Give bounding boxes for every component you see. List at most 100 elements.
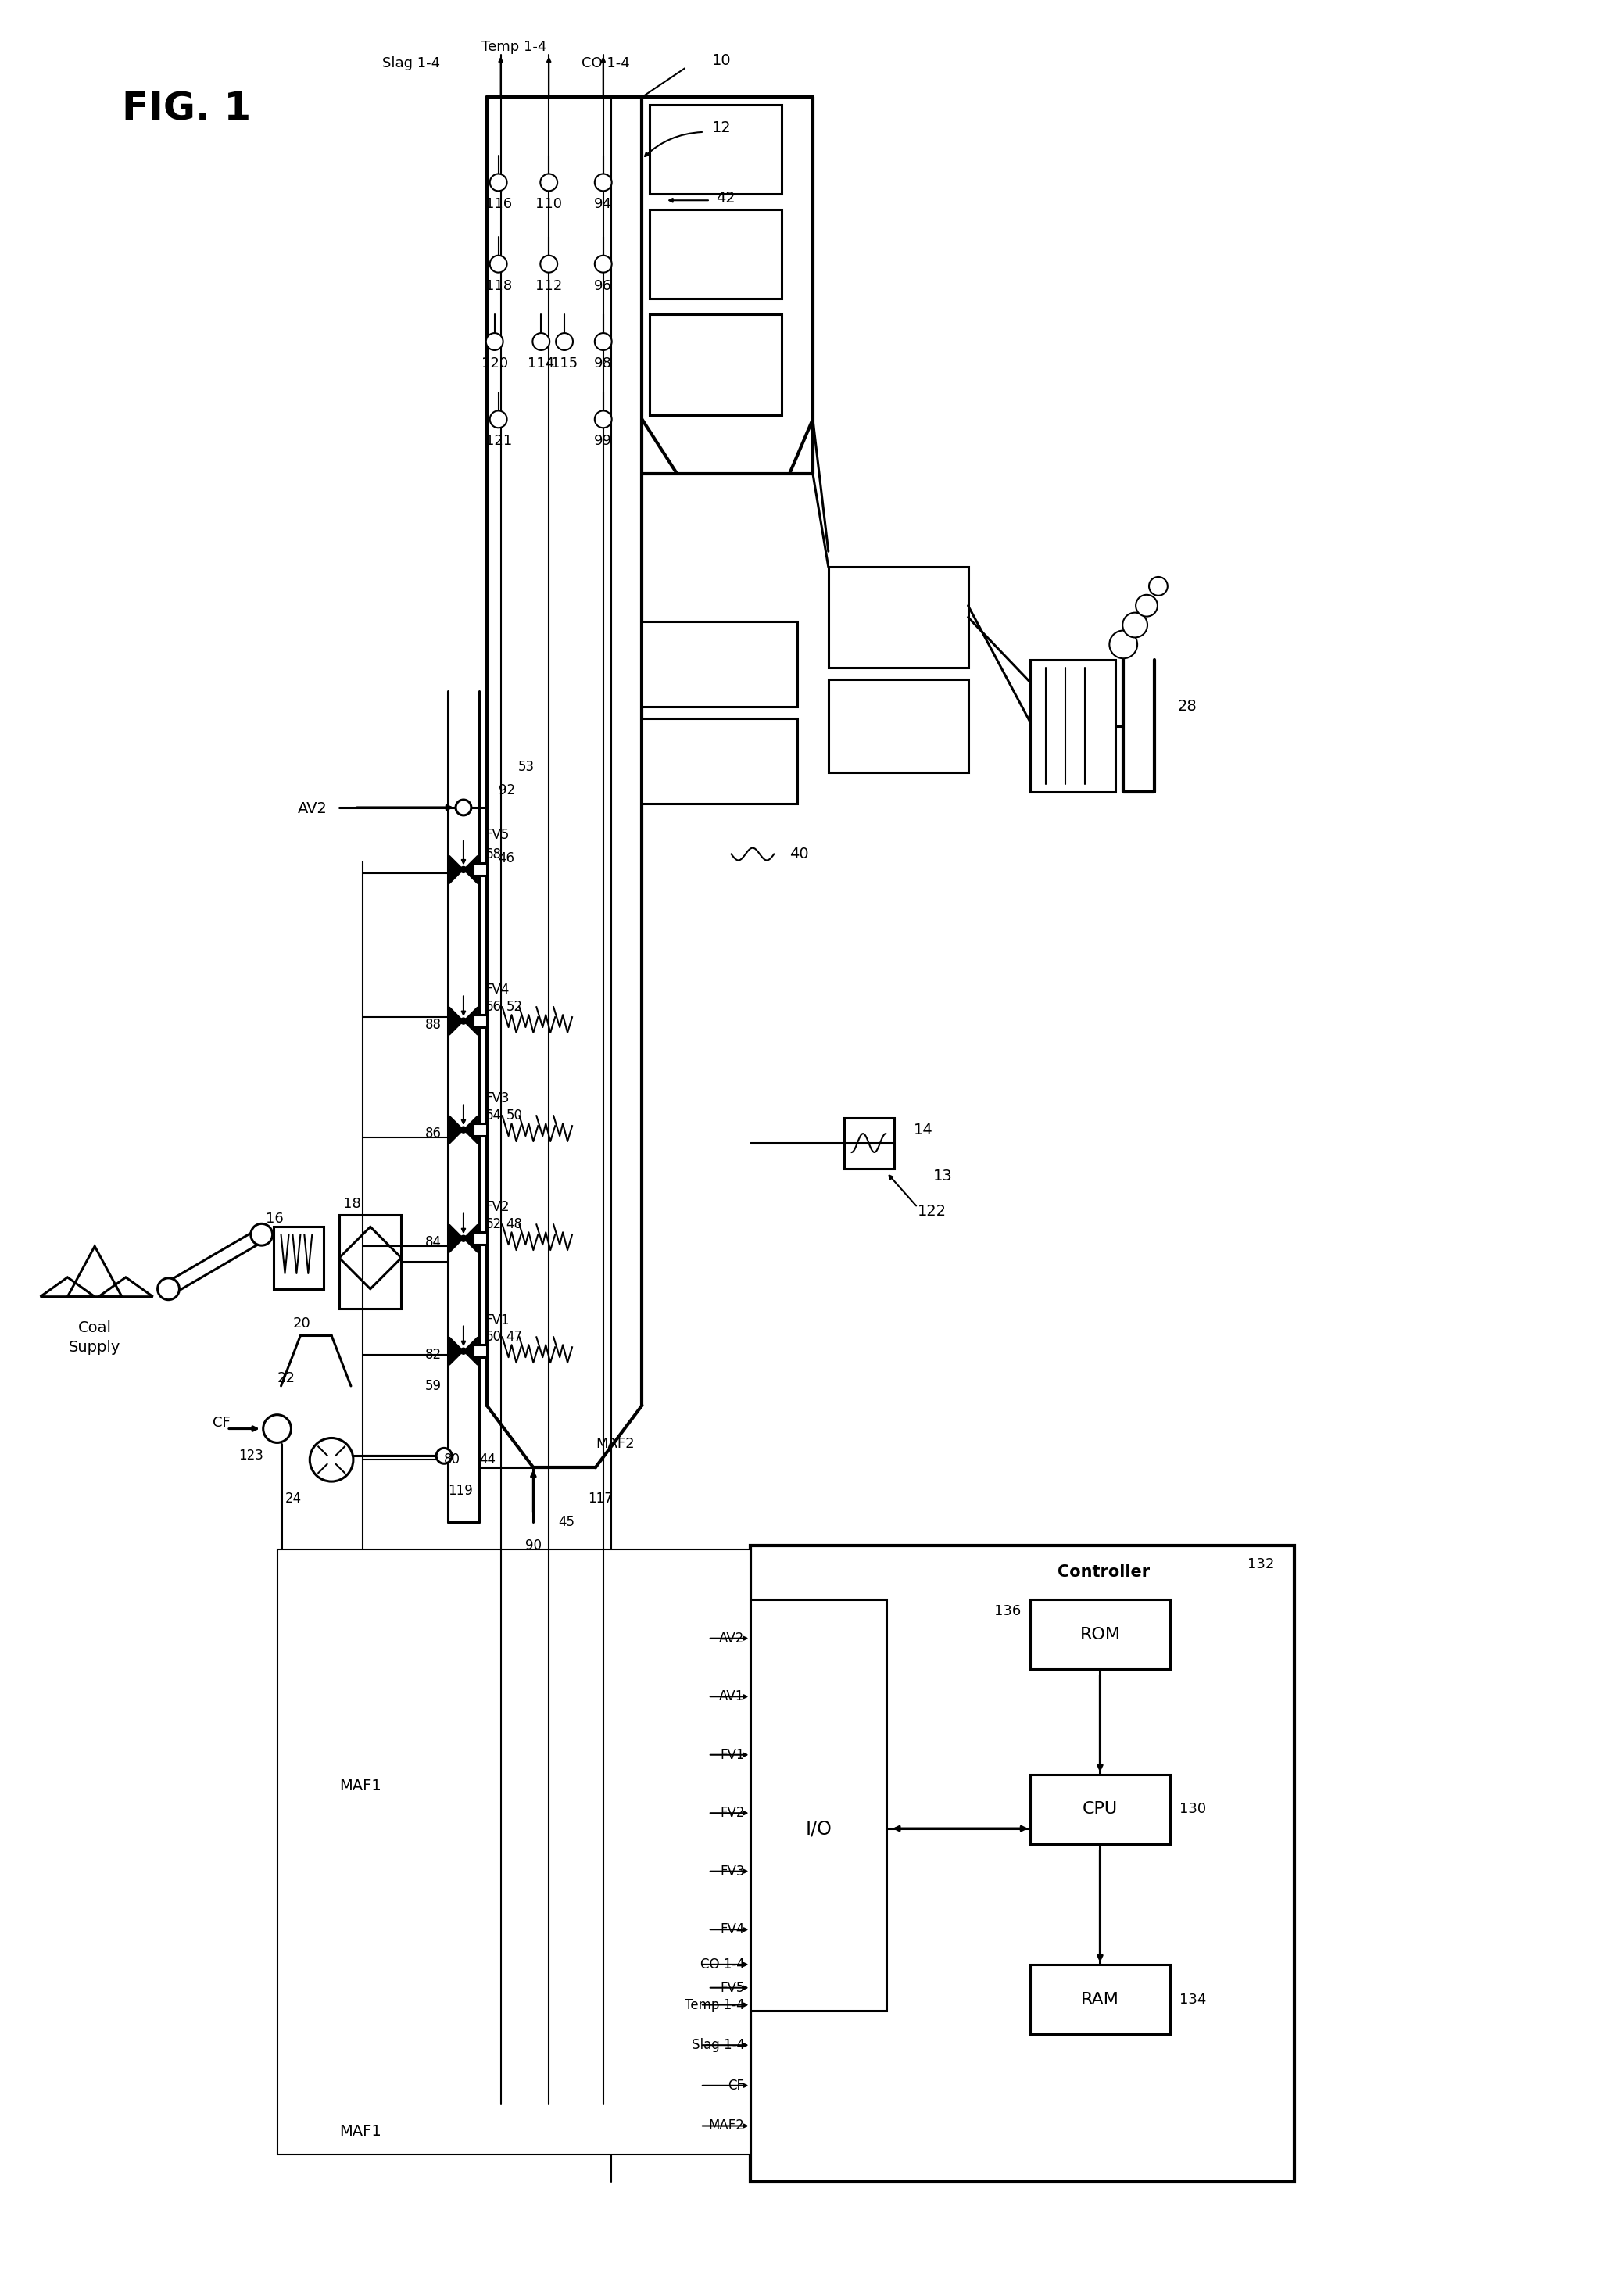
- Text: RAM: RAM: [1082, 1991, 1118, 2007]
- Polygon shape: [463, 1116, 477, 1143]
- Text: 42: 42: [715, 191, 734, 204]
- Text: Coal: Coal: [77, 1320, 111, 1336]
- Circle shape: [556, 333, 574, 351]
- Text: CPU: CPU: [1083, 1802, 1118, 1816]
- Circle shape: [264, 1414, 291, 1442]
- Text: 18: 18: [344, 1196, 362, 1210]
- Circle shape: [460, 1017, 466, 1024]
- Text: 110: 110: [535, 197, 562, 211]
- Text: FV5: FV5: [720, 1981, 744, 1995]
- Text: 66: 66: [485, 1001, 501, 1015]
- Text: FV3: FV3: [485, 1091, 509, 1107]
- Text: Temp 1-4: Temp 1-4: [685, 1998, 744, 2011]
- Polygon shape: [450, 1224, 463, 1251]
- Bar: [828, 680, 967, 771]
- Text: Slag 1-4: Slag 1-4: [691, 2039, 744, 2053]
- Text: 84: 84: [426, 1235, 442, 1249]
- Text: FV3: FV3: [720, 1864, 744, 1878]
- Circle shape: [490, 411, 506, 427]
- Bar: [472, 1015, 487, 1026]
- Text: 117: 117: [588, 1492, 612, 1506]
- Text: 22: 22: [276, 1371, 296, 1384]
- Circle shape: [460, 1127, 466, 1132]
- Polygon shape: [463, 1224, 477, 1251]
- Text: 120: 120: [480, 356, 508, 370]
- Text: 12: 12: [712, 122, 731, 135]
- Polygon shape: [463, 1336, 477, 1366]
- Text: 53: 53: [517, 760, 534, 774]
- Text: Temp 1-4: Temp 1-4: [482, 39, 546, 53]
- Text: MAF2: MAF2: [709, 2119, 744, 2133]
- Bar: [750, 1545, 1294, 2181]
- Text: AV2: AV2: [297, 801, 328, 817]
- Text: CF: CF: [212, 1414, 230, 1430]
- Text: FV2: FV2: [720, 1807, 744, 1821]
- Text: 20: 20: [292, 1318, 310, 1332]
- Text: 68: 68: [485, 847, 501, 861]
- Text: FV1: FV1: [720, 1747, 744, 1761]
- Text: Supply: Supply: [69, 1341, 121, 1355]
- Text: 115: 115: [551, 356, 579, 370]
- Bar: [1030, 1775, 1170, 1844]
- Circle shape: [1149, 576, 1168, 595]
- Circle shape: [460, 1348, 466, 1355]
- Circle shape: [435, 1449, 452, 1463]
- Circle shape: [157, 1279, 180, 1300]
- Bar: [472, 1345, 487, 1357]
- Bar: [649, 209, 781, 298]
- Polygon shape: [463, 1008, 477, 1035]
- Circle shape: [1109, 631, 1138, 659]
- Text: 59: 59: [426, 1380, 442, 1394]
- Text: 48: 48: [506, 1217, 522, 1231]
- Text: 90: 90: [525, 1538, 542, 1552]
- Text: 96: 96: [595, 278, 612, 294]
- Text: 62: 62: [485, 1217, 501, 1231]
- Circle shape: [595, 333, 612, 351]
- Polygon shape: [463, 856, 477, 884]
- Text: 134: 134: [1180, 1993, 1207, 2007]
- Polygon shape: [450, 1116, 463, 1143]
- Bar: [828, 567, 967, 668]
- Text: 52: 52: [506, 1001, 522, 1015]
- Bar: [1030, 1965, 1170, 2034]
- Text: 114: 114: [527, 356, 554, 370]
- Circle shape: [460, 866, 466, 872]
- Text: 10: 10: [712, 53, 731, 69]
- Text: 112: 112: [535, 278, 562, 294]
- Circle shape: [540, 255, 558, 273]
- Text: 121: 121: [485, 434, 511, 448]
- Text: Slag 1-4: Slag 1-4: [382, 57, 440, 71]
- Text: 14: 14: [914, 1123, 934, 1137]
- Bar: [472, 1233, 487, 1244]
- Bar: [472, 1123, 487, 1137]
- Text: 64: 64: [485, 1109, 501, 1123]
- Text: MAF1: MAF1: [339, 1779, 381, 1793]
- Text: ROM: ROM: [1080, 1626, 1120, 1642]
- Bar: [1030, 659, 1115, 792]
- Text: 47: 47: [506, 1329, 522, 1343]
- Bar: [472, 863, 487, 875]
- Polygon shape: [450, 1336, 463, 1366]
- Text: CO 1-4: CO 1-4: [582, 57, 630, 71]
- Text: FIG. 1: FIG. 1: [122, 90, 251, 129]
- Bar: [649, 106, 781, 195]
- Text: 130: 130: [1180, 1802, 1205, 1816]
- Text: FV4: FV4: [485, 983, 509, 996]
- Text: FV2: FV2: [485, 1201, 509, 1215]
- Text: CF: CF: [728, 2078, 744, 2092]
- Circle shape: [251, 1224, 273, 1244]
- Polygon shape: [450, 856, 463, 884]
- Circle shape: [485, 333, 503, 351]
- Text: 98: 98: [595, 356, 612, 370]
- Text: 136: 136: [995, 1605, 1020, 1619]
- Text: 86: 86: [426, 1127, 442, 1141]
- Text: 122: 122: [918, 1203, 947, 1219]
- Text: 82: 82: [426, 1348, 442, 1362]
- Text: 45: 45: [558, 1515, 575, 1529]
- Bar: [273, 1226, 323, 1288]
- Text: 13: 13: [934, 1169, 953, 1185]
- Circle shape: [490, 174, 506, 191]
- Text: 118: 118: [485, 278, 511, 294]
- Text: 16: 16: [265, 1212, 283, 1226]
- Text: MAF1: MAF1: [339, 2124, 381, 2140]
